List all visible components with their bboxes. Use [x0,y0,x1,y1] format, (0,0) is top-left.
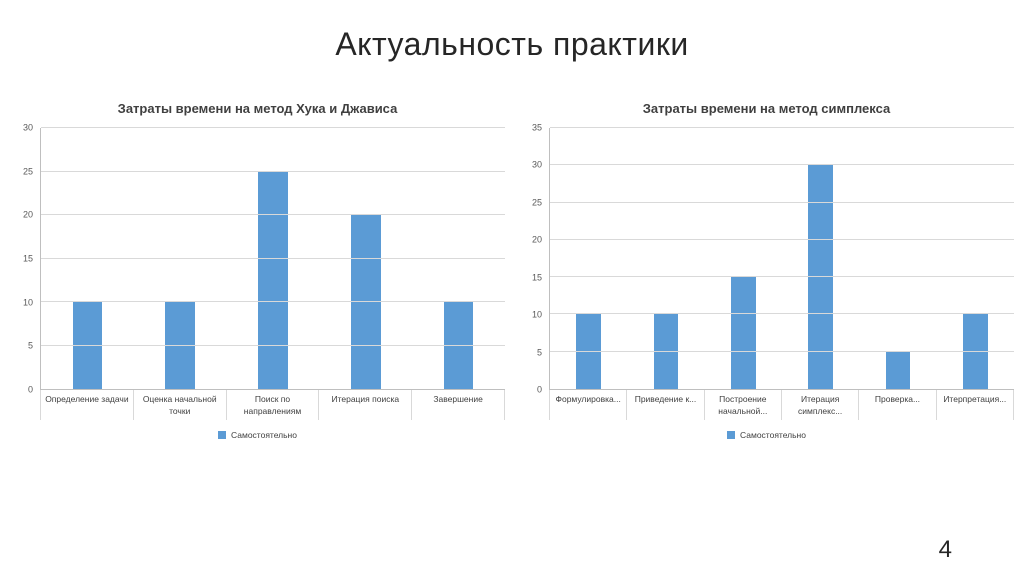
gridline [41,127,505,128]
gridline [550,313,1014,315]
gridline [550,164,1014,166]
bar [730,277,756,389]
gridline [550,350,1014,352]
bar-slot [134,128,227,389]
y-tick-label: 15 [531,272,542,283]
legend: Самостоятельно [519,430,1014,440]
x-axis-category-label: Построение начальной... [705,390,782,420]
y-tick-label: 35 [531,122,542,133]
y-tick-label: 5 [27,340,33,351]
y-tick-label: 0 [27,384,33,395]
y-tick-label: 20 [22,209,33,220]
bar [576,314,602,389]
gridline [41,344,505,346]
x-axis-category-label: Формулировка... [549,390,628,420]
charts-row: Затраты времени на метод Хука и Джависа … [0,101,1024,440]
bar-slot [319,128,412,389]
x-axis-category-label: Оценка начальной точки [134,390,227,420]
legend-swatch-icon [218,430,227,439]
gridline [41,214,505,215]
y-tick-label: 15 [22,253,33,264]
y-tick-label: 30 [531,159,542,170]
x-axis-category-label: Поиск по направлениям [227,390,320,420]
chart-title: Затраты времени на метод симплекса [642,101,891,116]
bar [350,215,381,389]
x-axis-category-label: Завершение [412,390,505,420]
y-tick-label: 25 [22,166,33,177]
bar [258,171,288,389]
gridline [41,301,505,302]
gridline [550,276,1014,278]
y-tick-label: 10 [531,309,542,320]
slide-title: Актуальность практики [335,26,689,62]
bar-slot [227,128,320,389]
y-tick-label: 10 [22,297,33,308]
plot-area-wrap: Формулировка... Приведение к... Построение… [549,127,1014,420]
chart-body: 0 5 10 15 20 25 30 Определение задачи Оценка на… [10,123,505,420]
bar [165,302,196,389]
bar-slot [412,128,505,389]
legend: Самостоятельно [10,430,505,440]
bar [962,314,988,389]
chart-simplex: Затраты времени на метод симплекса 0 5 10 1… [519,101,1014,440]
gridline [550,201,1014,203]
gridline [41,170,505,172]
bar [885,351,911,389]
gridline [41,257,505,259]
chart-title: Затраты времени на метод Хука и Джависа [117,101,398,116]
y-axis: 0 5 10 15 20 25 30 [10,123,40,394]
bar-slot [705,128,782,389]
chart-hooke-jeeves: Затраты времени на метод Хука и Джависа … [10,101,505,440]
bar-slot [627,128,704,389]
bar [443,302,474,389]
y-axis: 0 5 10 15 20 25 30 35 [519,123,549,394]
y-tick-label: 25 [531,197,542,208]
x-axis-category-label: Определение задачи [40,390,134,420]
x-axis-category-label: Проверка... [859,390,937,420]
bar-slot [937,128,1014,389]
bar [72,302,103,389]
gridline [550,238,1014,240]
x-axis-category-label: Приведение к... [627,390,705,420]
y-tick-label: 5 [536,347,542,358]
y-tick-label: 20 [531,234,542,245]
gridline [550,127,1014,128]
x-axis-category-label: Итерация симплекс... [782,390,860,420]
legend-label: Самостоятельно [231,429,297,440]
y-tick-label: 30 [22,122,33,133]
x-axis-labels: Определение задачи Оценка начальной точки… [40,390,505,420]
bar-slot [41,128,134,389]
chart-body: 0 5 10 15 20 25 30 35 Формулировка... Приведение… [519,123,1014,420]
bar-slot [859,128,936,389]
plot-area [40,127,505,390]
bar-slot [550,128,627,389]
legend-label: Самостоятельно [740,429,806,440]
x-axis-labels: Формулировка... Приведение к... Построение… [549,390,1014,420]
y-tick-label: 0 [536,384,542,395]
bars [41,128,505,389]
legend-swatch-icon [727,430,736,439]
x-axis-category-label: Итерация поиска [319,390,413,420]
x-axis-category-label: Итерпретация... [937,390,1014,420]
plot-area [549,127,1014,390]
plot-area-wrap: Определение задачи Оценка начальной точки… [40,127,505,420]
page-number: 4 [938,536,952,563]
bar [653,314,679,389]
